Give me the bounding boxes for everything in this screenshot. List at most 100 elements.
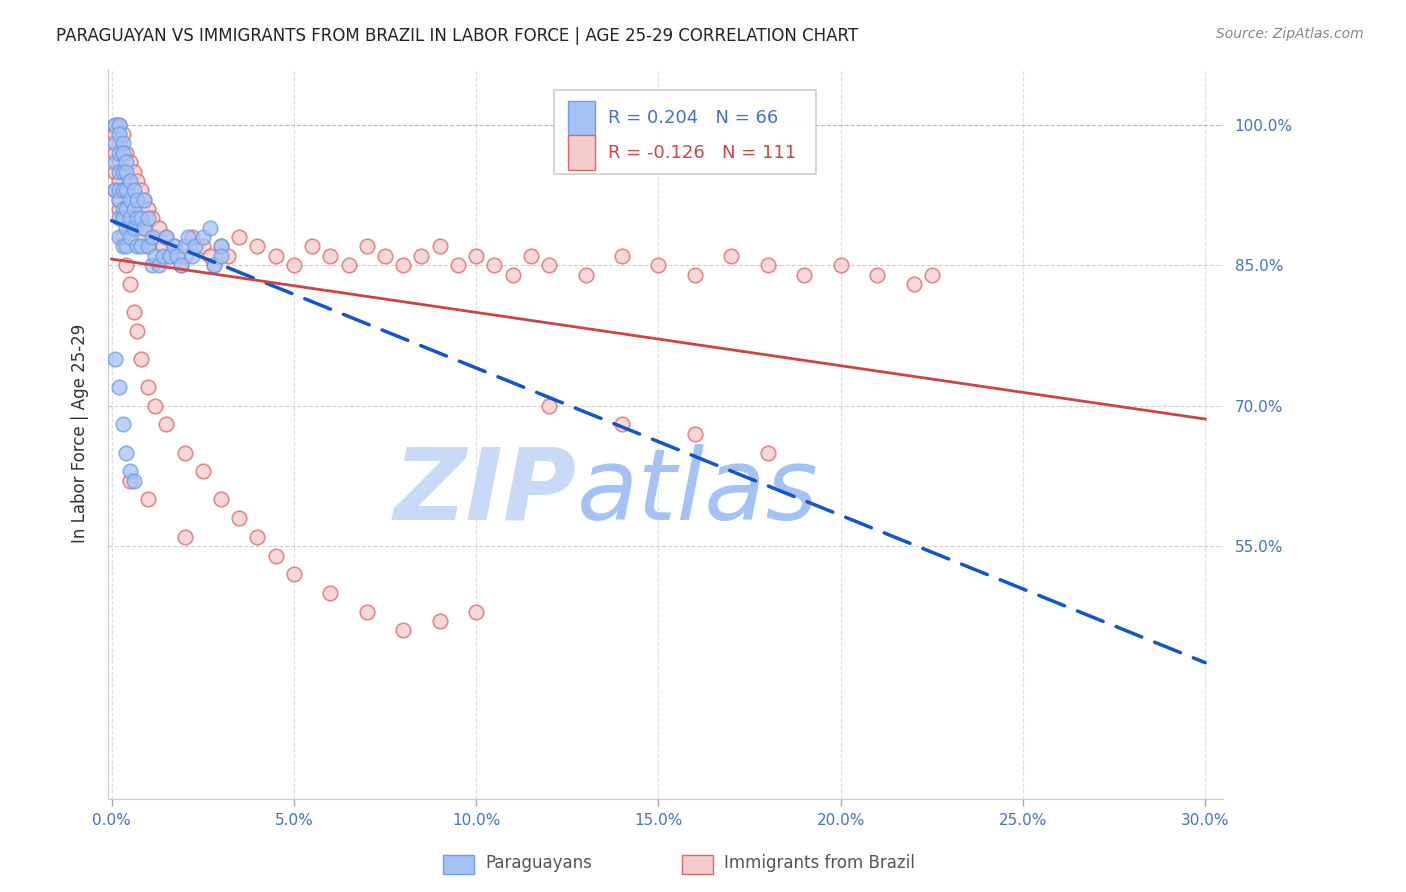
Point (429, 239, 451, 253)
Point (319, 249, 342, 263)
Point (118, 474, 141, 488)
Point (145, 230, 167, 244)
Text: PARAGUAYAN VS IMMIGRANTS FROM BRAZIL IN LABOR FORCE | AGE 25-29 CORRELATION CHAR: PARAGUAYAN VS IMMIGRANTS FROM BRAZIL IN … (56, 27, 859, 45)
Point (108, 145, 131, 160)
Text: R = 0.204   N = 66: R = 0.204 N = 66 (607, 109, 778, 128)
Point (104, 127, 127, 141)
Point (127, 211, 149, 226)
Point (756, 258, 779, 272)
Point (127, 193, 149, 207)
Point (159, 249, 181, 263)
Point (108, 164, 131, 178)
Point (108, 183, 131, 197)
Point (465, 605, 488, 619)
Point (122, 164, 145, 178)
Point (903, 277, 925, 291)
Point (283, 567, 305, 582)
Point (173, 445, 195, 459)
Point (136, 202, 159, 216)
Point (921, 268, 943, 282)
Point (108, 174, 131, 188)
Point (118, 230, 141, 244)
Point (122, 183, 145, 197)
Point (683, 268, 706, 282)
Point (184, 239, 207, 253)
Point (134, 220, 156, 235)
Point (209, 249, 232, 263)
Point (111, 230, 134, 244)
Point (104, 118, 127, 132)
Point (145, 399, 167, 413)
Point (129, 183, 152, 197)
Point (111, 164, 134, 178)
Point (136, 492, 159, 507)
Point (122, 474, 145, 488)
Point (145, 249, 167, 263)
Point (209, 239, 232, 253)
Point (118, 220, 141, 235)
Point (191, 464, 214, 478)
Point (111, 211, 134, 226)
Point (198, 249, 221, 263)
Point (502, 268, 524, 282)
Point (319, 586, 342, 600)
Point (111, 183, 134, 197)
Point (301, 239, 323, 253)
Point (108, 118, 131, 132)
Point (104, 136, 127, 151)
Point (118, 277, 141, 291)
Point (141, 258, 163, 272)
Point (111, 183, 134, 197)
Point (148, 258, 170, 272)
Point (155, 417, 177, 432)
Point (111, 136, 134, 151)
Point (180, 249, 202, 263)
Point (159, 249, 181, 263)
Point (141, 211, 163, 226)
Point (122, 305, 145, 319)
Point (538, 258, 561, 272)
Point (115, 183, 138, 197)
Point (209, 492, 232, 507)
Point (108, 230, 131, 244)
Point (129, 202, 152, 216)
Text: Source: ZipAtlas.com: Source: ZipAtlas.com (1216, 27, 1364, 41)
Point (115, 258, 138, 272)
Point (465, 249, 488, 263)
Point (830, 258, 852, 272)
Point (866, 268, 889, 282)
Point (127, 174, 149, 188)
Text: R = -0.126   N = 111: R = -0.126 N = 111 (607, 144, 796, 161)
Point (392, 624, 415, 638)
Point (108, 211, 131, 226)
Point (793, 268, 815, 282)
Point (122, 202, 145, 216)
Point (104, 155, 127, 169)
Point (108, 202, 131, 216)
Point (411, 249, 433, 263)
Point (520, 249, 543, 263)
Point (374, 249, 396, 263)
Text: atlas: atlas (576, 443, 818, 541)
Point (108, 155, 131, 169)
Point (115, 183, 138, 197)
Point (108, 118, 131, 132)
Point (484, 258, 506, 272)
Point (610, 417, 633, 432)
Point (118, 464, 141, 478)
Point (111, 145, 134, 160)
Point (115, 220, 138, 235)
Point (115, 164, 138, 178)
Point (118, 211, 141, 226)
Point (647, 258, 669, 272)
Point (141, 230, 163, 244)
Point (264, 549, 287, 563)
Point (170, 258, 193, 272)
Point (104, 351, 127, 366)
Point (356, 605, 378, 619)
Point (118, 155, 141, 169)
Point (162, 239, 184, 253)
Point (173, 530, 195, 544)
Point (108, 136, 131, 151)
Point (127, 193, 149, 207)
